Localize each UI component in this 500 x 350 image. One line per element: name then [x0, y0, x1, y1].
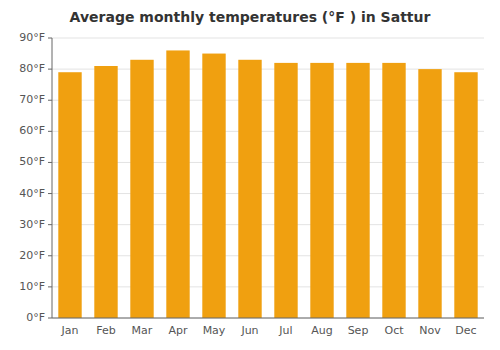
chart-container: 0°F 10°F 20°F 30°F 40°F 50°F 60°F 70°F 80°F 90°F J…: [0, 0, 500, 350]
y-tick-label: 30°F: [19, 218, 45, 231]
y-tick-label: 80°F: [19, 62, 45, 75]
x-axis: Jan Feb Mar Apr May Jun Jul Aug Sep Oct Nov Dec: [52, 318, 484, 337]
x-tick-label: Oct: [384, 324, 404, 337]
y-tick-label: 70°F: [19, 93, 45, 106]
y-tick-label: 90°F: [19, 31, 45, 44]
x-tick-label: Dec: [455, 324, 476, 337]
bar: [130, 60, 153, 318]
y-tick: [48, 318, 52, 319]
grid-line: [52, 38, 484, 39]
y-tick-label: 0°F: [26, 311, 45, 324]
x-tick-label: Apr: [168, 324, 188, 337]
y-tick-label: 50°F: [19, 155, 45, 168]
x-tick-label: Feb: [96, 324, 115, 337]
y-tick-label: 60°F: [19, 124, 45, 137]
y-tick: [48, 162, 52, 163]
y-tick-label: 40°F: [19, 187, 45, 200]
x-tick-label: Mar: [132, 324, 153, 337]
x-axis-line: [52, 318, 484, 319]
bar: [454, 72, 477, 318]
chart-title: Average monthly temperatures (°F ) in Sa…: [70, 9, 431, 25]
bar: [94, 66, 117, 318]
y-tick: [48, 38, 52, 39]
y-tick-label: 10°F: [19, 280, 45, 293]
y-tick: [48, 224, 52, 225]
x-tick-label: Jun: [240, 324, 258, 337]
bar: [310, 63, 333, 318]
x-tick-label: Sep: [348, 324, 369, 337]
x-tick-label: Nov: [419, 324, 441, 337]
y-tick: [48, 69, 52, 70]
bar: [58, 72, 81, 318]
bar: [346, 63, 369, 318]
bar: [274, 63, 297, 318]
x-tick-label: Aug: [311, 324, 332, 337]
y-axis-line: [52, 38, 53, 318]
bar: [238, 60, 261, 318]
bar: [382, 63, 405, 318]
chart-svg: 0°F 10°F 20°F 30°F 40°F 50°F 60°F 70°F 80°F 90°F J…: [0, 0, 500, 350]
y-tick-label: 20°F: [19, 249, 45, 262]
y-axis: 0°F 10°F 20°F 30°F 40°F 50°F 60°F 70°F 80°F 90°F: [19, 31, 52, 324]
bars: [58, 50, 477, 318]
x-tick-label: May: [203, 324, 226, 337]
y-tick: [48, 131, 52, 132]
x-tick-label: Jul: [278, 324, 292, 337]
grid: [52, 38, 484, 318]
bar: [418, 69, 441, 318]
grid-line: [52, 318, 484, 319]
bar: [166, 50, 189, 318]
y-tick: [48, 100, 52, 101]
y-tick: [48, 286, 52, 287]
y-tick: [48, 193, 52, 194]
y-tick: [48, 255, 52, 256]
bar: [202, 54, 225, 318]
x-tick-label: Jan: [61, 324, 79, 337]
